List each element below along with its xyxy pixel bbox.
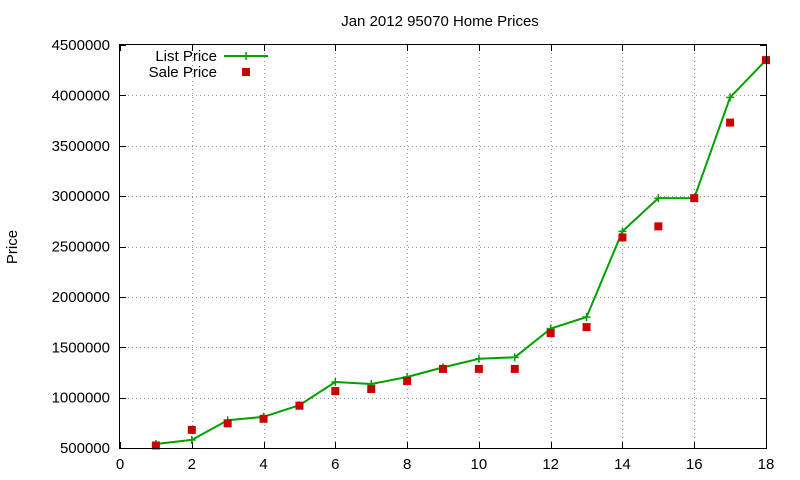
y-tick-label: 2000000 [52,289,110,306]
list-price-line [155,59,767,445]
list-price-point [187,435,196,444]
list-price-point [474,354,483,363]
sale-price-point [582,323,591,332]
series-layer [151,56,770,450]
x-tick-label: 8 [403,456,411,473]
x-tick-label: 2 [188,456,196,473]
y-axis-label: Price [4,230,21,264]
x-tick-label: 6 [331,456,339,473]
sale-price-point [510,364,519,373]
x-tick-label: 0 [116,456,124,473]
x-tick-label: 16 [686,456,703,473]
legend-label-sale-price: Sale Price [149,64,217,81]
sale-price-point [151,441,160,450]
y-tick-label: 2500000 [52,239,110,256]
x-tick-label: 10 [471,456,488,473]
legend-swatch-sale-price [242,68,250,76]
y-tick-label: 3500000 [52,138,110,155]
x-tick-label: 14 [614,456,631,473]
sale-price-point [187,425,196,434]
y-tick-label: 1000000 [52,390,110,407]
sale-price-point [259,414,268,423]
sale-price-point [223,419,232,428]
list-price-point [510,353,519,362]
y-tick-label: 4500000 [52,37,110,54]
list-price-point [726,93,735,102]
x-tick-label: 18 [758,456,775,473]
sale-price-point [403,377,412,386]
sale-price-point [367,385,376,394]
list-price-point [582,313,591,322]
sale-price-point [474,364,483,373]
sale-price-point [690,194,699,203]
sale-price-point [295,401,304,410]
y-tick-label: 3000000 [52,188,110,205]
x-tick-label: 4 [259,456,267,473]
grid [120,45,766,448]
y-tick-label: 500000 [60,440,110,457]
sale-price-point [654,222,663,231]
legend-label-list-price: List Price [155,48,217,65]
y-tick-label: 4000000 [52,87,110,104]
sale-price-point [439,364,447,373]
sale-price-point [726,118,735,127]
list-price-point [331,378,340,387]
sale-price-point [331,387,340,396]
sale-price-point [618,233,627,242]
sale-price-point [546,329,555,338]
chart-title: Jan 2012 95070 Home Prices [341,13,539,30]
y-tick-label: 1500000 [52,339,110,356]
x-tick-label: 12 [542,456,559,473]
list-price-point [654,194,663,203]
plot-border [119,44,767,449]
ticks: 0 2 4 6 8 10 12 14 16 18 500000 1000000 1500000 20000… [52,37,775,473]
